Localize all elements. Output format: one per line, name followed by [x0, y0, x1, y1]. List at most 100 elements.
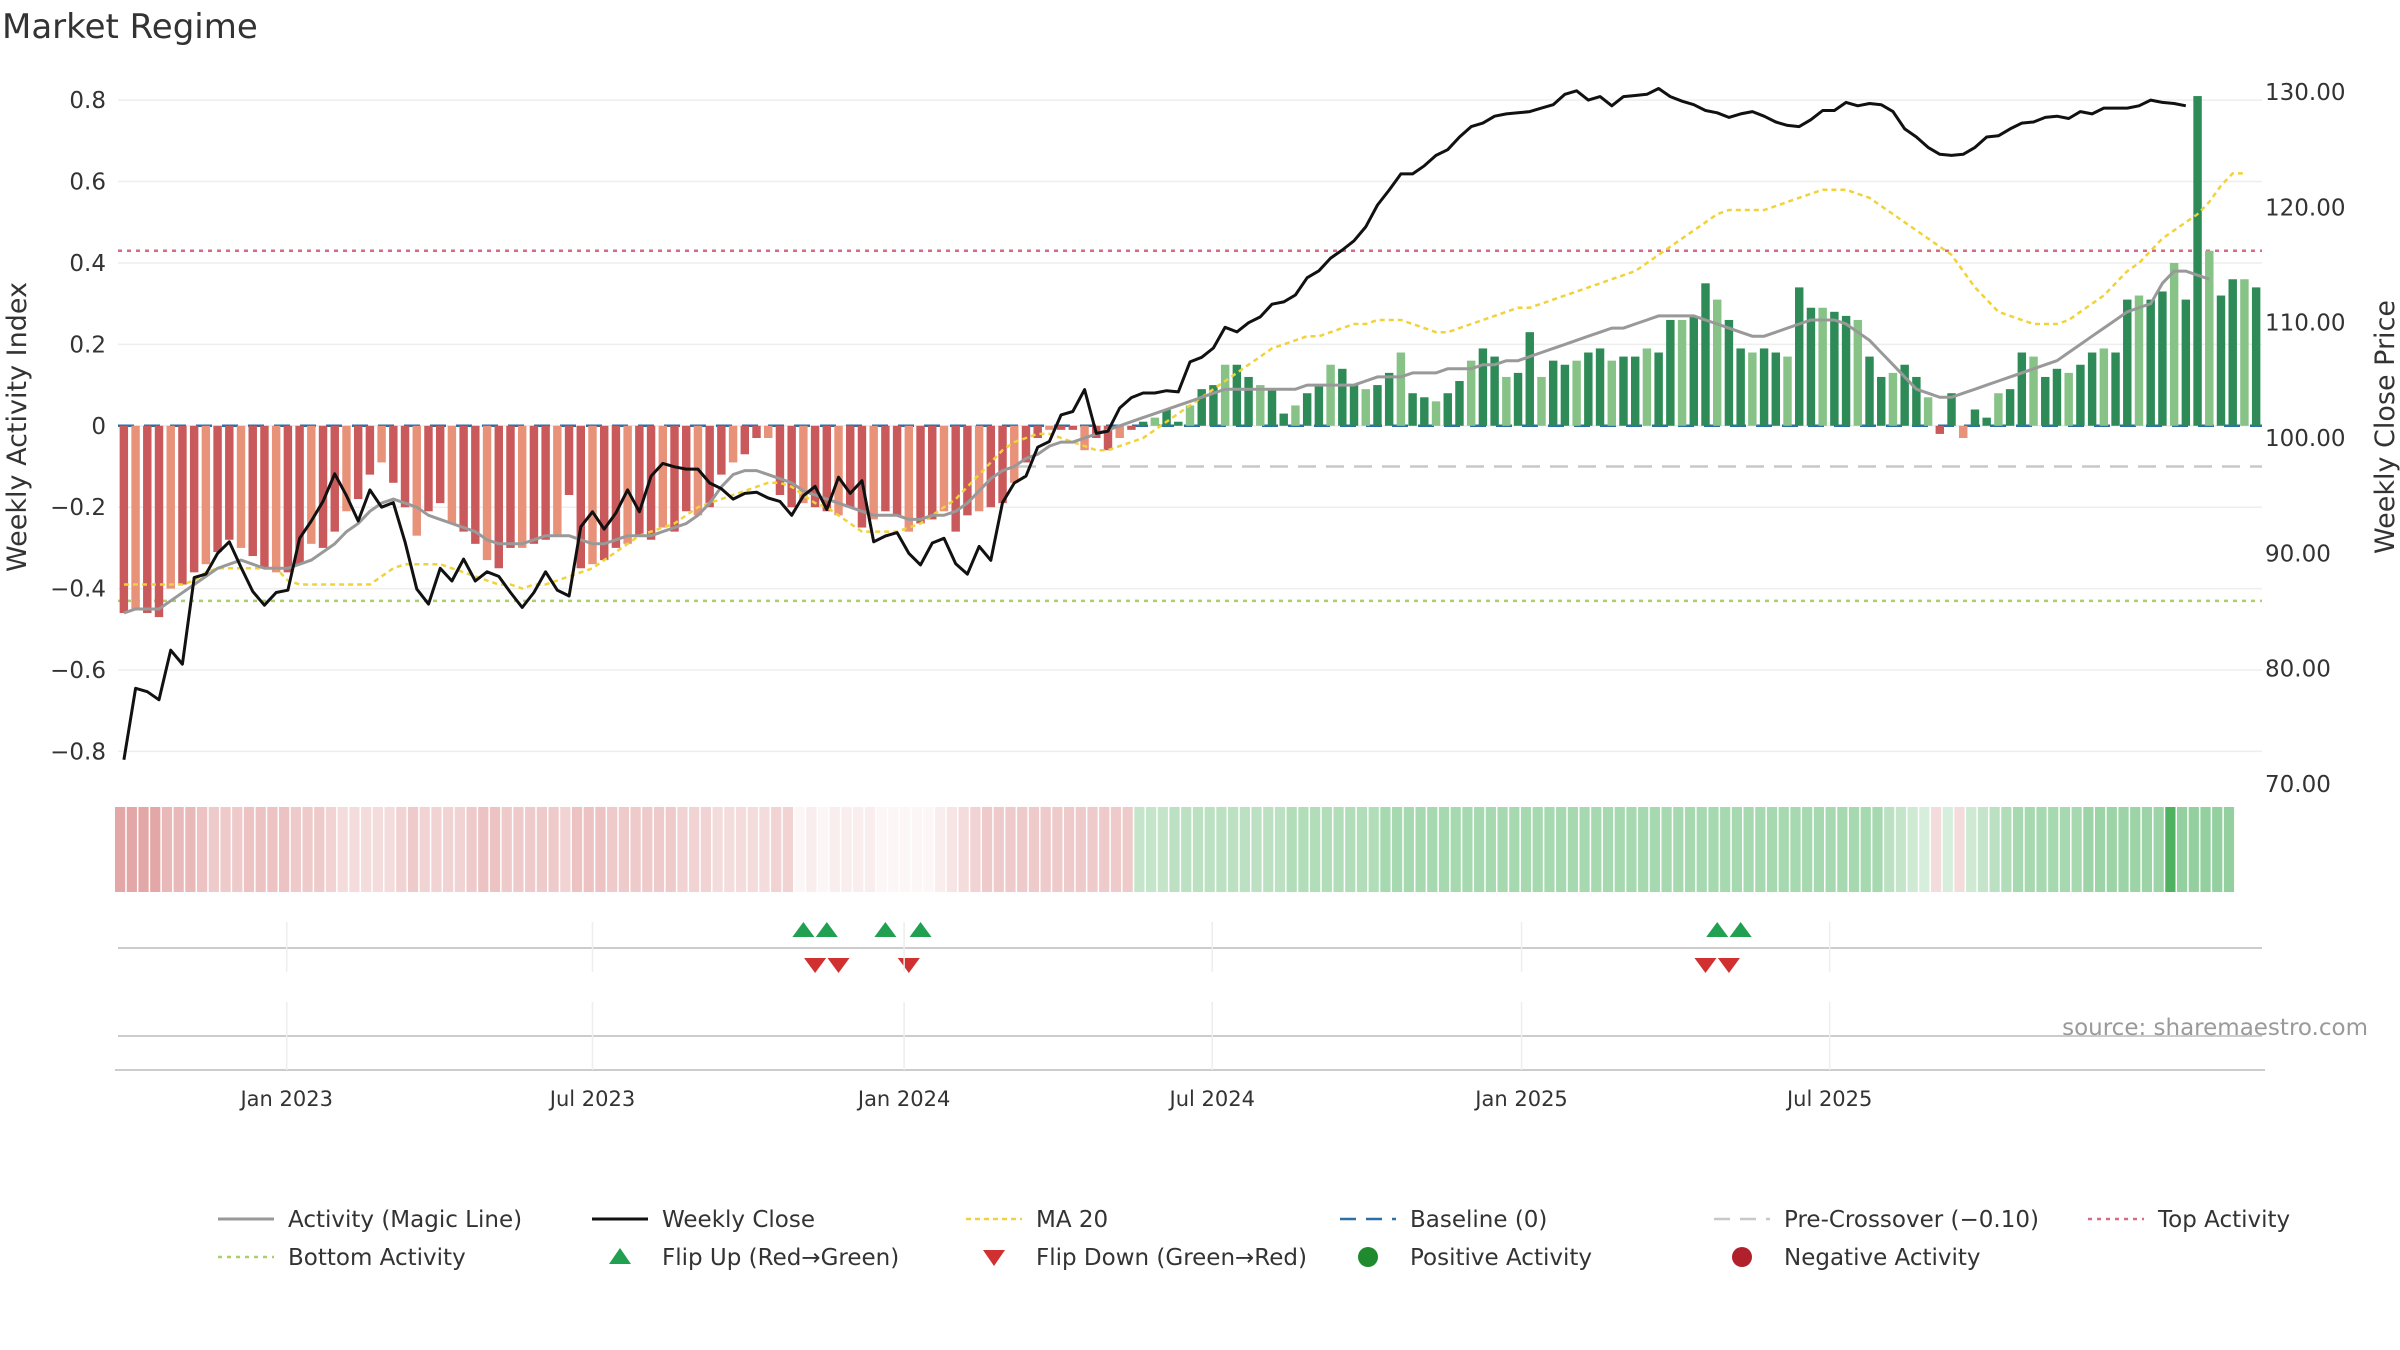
strip-cell — [1602, 807, 1614, 892]
right-tick-label: 100.00 — [2265, 426, 2345, 452]
strip-cell — [361, 807, 372, 892]
strip-cell — [1392, 807, 1403, 892]
activity-bar — [1045, 425, 1054, 430]
activity-bar — [1935, 425, 1945, 434]
activity-bars — [119, 96, 2261, 618]
strip-cell — [1930, 807, 1942, 892]
strip-cell — [1427, 807, 1438, 892]
left-tick-label: −0.4 — [50, 577, 106, 603]
strip-cell — [864, 807, 876, 892]
activity-bar — [166, 425, 175, 589]
strip-cell — [501, 807, 512, 892]
activity-bar — [1443, 393, 1452, 426]
activity-bar — [1396, 352, 1406, 426]
legend-label: Negative Activity — [1784, 1245, 1981, 1271]
activity-bar — [1912, 376, 1921, 426]
activity-bar — [1291, 405, 1300, 426]
strip-cell — [1356, 807, 1368, 892]
activity-bar — [846, 425, 855, 508]
activity-bar — [939, 425, 949, 512]
legend-item: MA 20 — [966, 1207, 1108, 1233]
right-tick-label: 70.00 — [2265, 772, 2331, 798]
left-tick-label: −0.6 — [50, 658, 106, 684]
weekly-close-line — [122, 87, 2187, 761]
activity-bar — [178, 425, 187, 585]
activity-bar — [1783, 356, 1792, 426]
strip-cell — [1333, 807, 1344, 892]
legend-item: Flip Down (Green→Red) — [983, 1245, 1307, 1271]
strip-cell — [372, 807, 383, 892]
activity-bar — [1267, 389, 1277, 426]
strip-cell — [1895, 807, 1907, 892]
strip-cell — [1708, 807, 1719, 892]
strip-cell — [2176, 807, 2188, 892]
activity-bar — [1420, 397, 1429, 426]
strip-cell — [1310, 807, 1321, 892]
activity-bar — [1408, 393, 1417, 426]
strip-cell — [197, 807, 208, 892]
strip-cell — [384, 807, 395, 892]
legend: Activity (Magic Line) Weekly Close MA 20 Ba… — [218, 1207, 2290, 1271]
activity-bar — [752, 425, 761, 438]
activity-bar — [2158, 291, 2167, 426]
activity-bar — [2240, 279, 2249, 426]
legend-item: Flip Up (Red→Green) — [609, 1245, 899, 1271]
activity-bar — [2017, 352, 2027, 426]
strip-cell — [1837, 807, 1848, 892]
strip-cell — [1977, 807, 1989, 892]
strip-cell — [1579, 807, 1590, 892]
legend-item: Weekly Close — [592, 1207, 815, 1233]
activity-bar — [1959, 425, 1968, 438]
activity-bar — [1209, 385, 1218, 426]
flip-up-marker — [792, 922, 815, 937]
left-tick-label: 0 — [91, 414, 106, 440]
right-tick-label: 130.00 — [2265, 80, 2345, 106]
strip-cell — [1591, 807, 1602, 892]
activity-bar — [2111, 352, 2120, 426]
bottom-panel — [115, 1035, 2265, 1071]
strip-cell — [1239, 807, 1250, 892]
x-tick-label: Jan 2024 — [856, 1087, 951, 1111]
activity-bar — [283, 425, 293, 573]
strip-cell — [2130, 807, 2141, 892]
strip-cell — [1755, 807, 1766, 892]
activity-bar — [2064, 372, 2073, 426]
activity-bar — [365, 425, 375, 475]
x-tick-label: Jul 2025 — [1785, 1087, 1872, 1111]
strip-cell — [115, 807, 126, 892]
strip-cell — [1673, 807, 1684, 892]
activity-bar — [2181, 299, 2191, 426]
activity-bar — [2052, 368, 2062, 426]
activity-bar — [2041, 376, 2050, 426]
strip-cell — [1380, 807, 1391, 892]
activity-bar — [998, 425, 1007, 504]
x-tick-label: Jan 2023 — [238, 1087, 333, 1111]
right-tick-label: 80.00 — [2265, 657, 2331, 683]
activity-bar — [1338, 368, 1347, 426]
strip-cell — [349, 807, 360, 892]
strip-cell — [173, 807, 184, 892]
strip-cell — [1169, 807, 1180, 892]
activity-bar — [1818, 307, 1827, 426]
strip-cell — [1028, 807, 1040, 892]
strip-cell — [958, 807, 969, 892]
legend-label: Top Activity — [2157, 1207, 2290, 1233]
activity-bar — [822, 425, 832, 512]
flip-up-marker — [874, 922, 897, 937]
legend-item: Negative Activity — [1732, 1245, 1981, 1271]
activity-bar — [1584, 352, 1593, 426]
left-tick-label: −0.8 — [50, 739, 106, 765]
strip-cell — [1567, 807, 1578, 892]
activity-bar — [1712, 299, 1722, 426]
activity-bar — [1220, 364, 1230, 426]
legend-swatch — [983, 1250, 1005, 1266]
legend-label: Baseline (0) — [1410, 1207, 1547, 1233]
activity-bar — [1677, 319, 1687, 426]
strip-cell — [700, 807, 712, 892]
activity-bar — [506, 425, 515, 548]
activity-bar — [1771, 352, 1781, 426]
strip-cell — [1075, 807, 1086, 892]
strip-cell — [2036, 807, 2047, 892]
activity-bar — [1185, 405, 1195, 426]
strip-cell — [466, 807, 477, 892]
